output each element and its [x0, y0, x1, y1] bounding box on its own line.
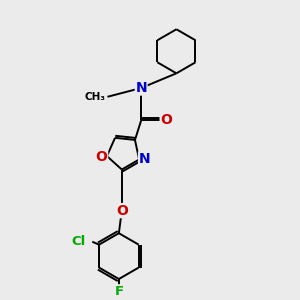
Text: O: O	[160, 113, 172, 127]
Text: O: O	[96, 150, 108, 164]
Text: F: F	[114, 285, 123, 298]
Text: CH₃: CH₃	[85, 92, 106, 102]
Text: O: O	[116, 204, 128, 218]
Text: N: N	[135, 81, 147, 95]
Text: Cl: Cl	[72, 235, 86, 248]
Text: N: N	[139, 152, 150, 166]
